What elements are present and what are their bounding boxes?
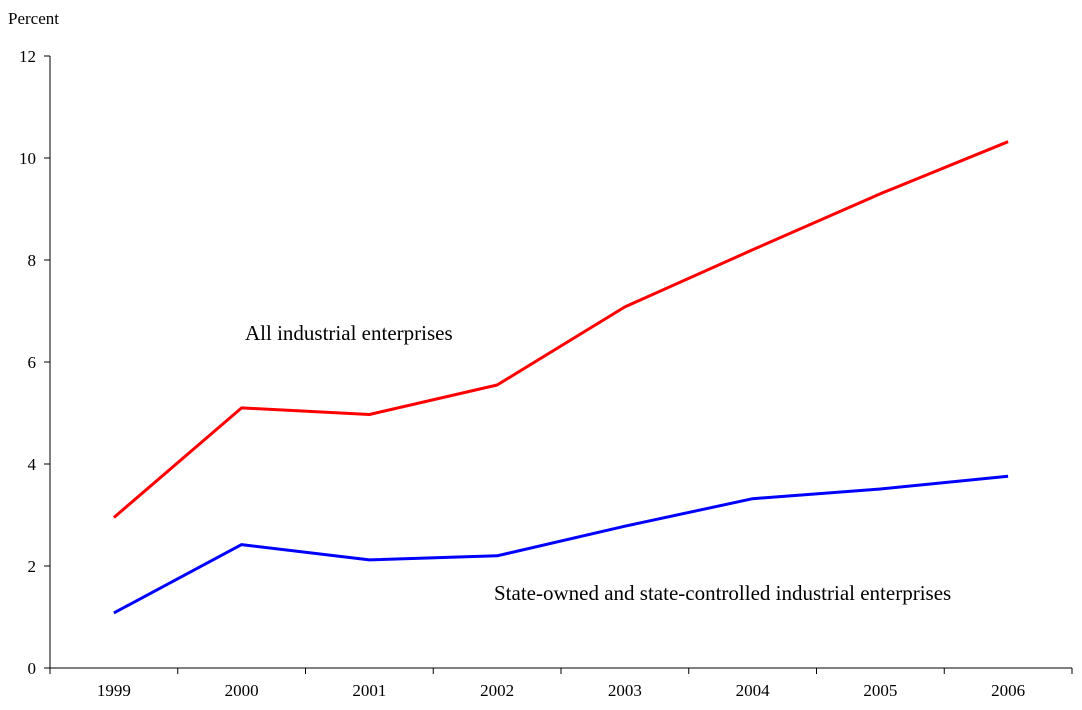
y-tick-label: 2	[28, 557, 37, 576]
series-line-state-owned	[113, 474, 1009, 615]
axes	[49, 56, 1072, 669]
x-tick-label: 2000	[225, 681, 259, 700]
x-tick-label: 1999	[97, 681, 131, 700]
x-tick-label: 2005	[863, 681, 897, 700]
y-axis-ticks: 0 2 4 6 8 10 12	[19, 47, 50, 678]
y-tick-label: 12	[19, 47, 36, 66]
x-tick-label: 2002	[480, 681, 514, 700]
y-tick-label: 4	[28, 455, 37, 474]
y-tick-label: 0	[28, 659, 37, 678]
series-labels: All industrial enterprises State-owned an…	[245, 321, 951, 605]
y-tick-label: 10	[19, 149, 36, 168]
x-tick-label: 2003	[608, 681, 642, 700]
y-tick-label: 6	[28, 353, 37, 372]
series-label-state-owned: State-owned and state-controlled industr…	[494, 581, 951, 605]
series-label-all-industrial: All industrial enterprises	[245, 321, 453, 345]
y-axis-title: Percent	[8, 9, 59, 28]
y-tick-label: 8	[28, 251, 37, 270]
series-lines	[112, 140, 1009, 615]
x-tick-label: 2001	[352, 681, 386, 700]
x-tick-label: 2006	[991, 681, 1025, 700]
x-axis-ticks: 1999 2000 2001 2002 2003 2004 2005 2006	[49, 668, 1073, 700]
series-line-all-industrial	[112, 140, 1009, 519]
x-tick-label: 2004	[736, 681, 771, 700]
